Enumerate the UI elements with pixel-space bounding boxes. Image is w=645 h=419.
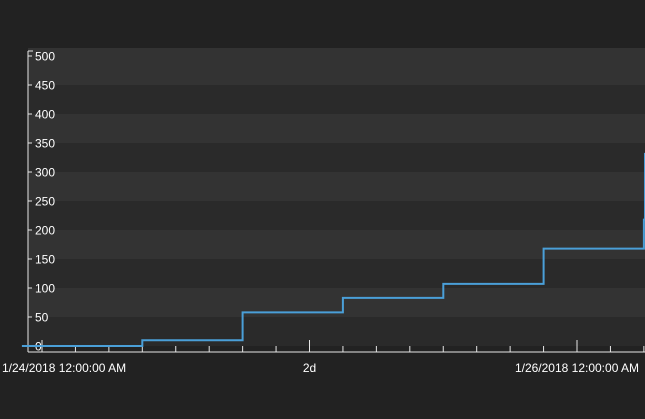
y-tick-label: 100 xyxy=(35,282,55,296)
y-tick-label: 300 xyxy=(35,166,55,180)
plot-bands xyxy=(28,48,645,346)
y-tick-label: 500 xyxy=(35,50,55,64)
series-line xyxy=(21,152,645,347)
x-tick-label: 2d xyxy=(303,361,316,375)
plot-band xyxy=(28,317,645,346)
y-tick-label: 200 xyxy=(35,224,55,238)
plot-band xyxy=(28,143,645,172)
x-tick-label: 1/26/2018 12:00:00 AM xyxy=(515,361,639,375)
x-tick-label: 1/24/2018 12:00:00 AM xyxy=(2,361,126,375)
plot-band xyxy=(28,114,645,143)
y-tick-label: 350 xyxy=(35,137,55,151)
y-tick-label: 150 xyxy=(35,253,55,267)
plot-band xyxy=(28,259,645,288)
y-tick-label: 50 xyxy=(35,311,49,325)
plot-band xyxy=(28,56,645,85)
plot-band xyxy=(28,172,645,201)
plot-band xyxy=(28,230,645,259)
plot-band xyxy=(28,201,645,230)
y-tick-label: 450 xyxy=(35,79,55,93)
y-tick-label: 250 xyxy=(35,195,55,209)
x-axis: 1/24/2018 12:00:00 AM 2d 1/26/2018 12:00:0… xyxy=(2,340,645,375)
plot-band xyxy=(28,48,645,56)
y-tick-label: 400 xyxy=(35,108,55,122)
plot-band xyxy=(28,85,645,114)
